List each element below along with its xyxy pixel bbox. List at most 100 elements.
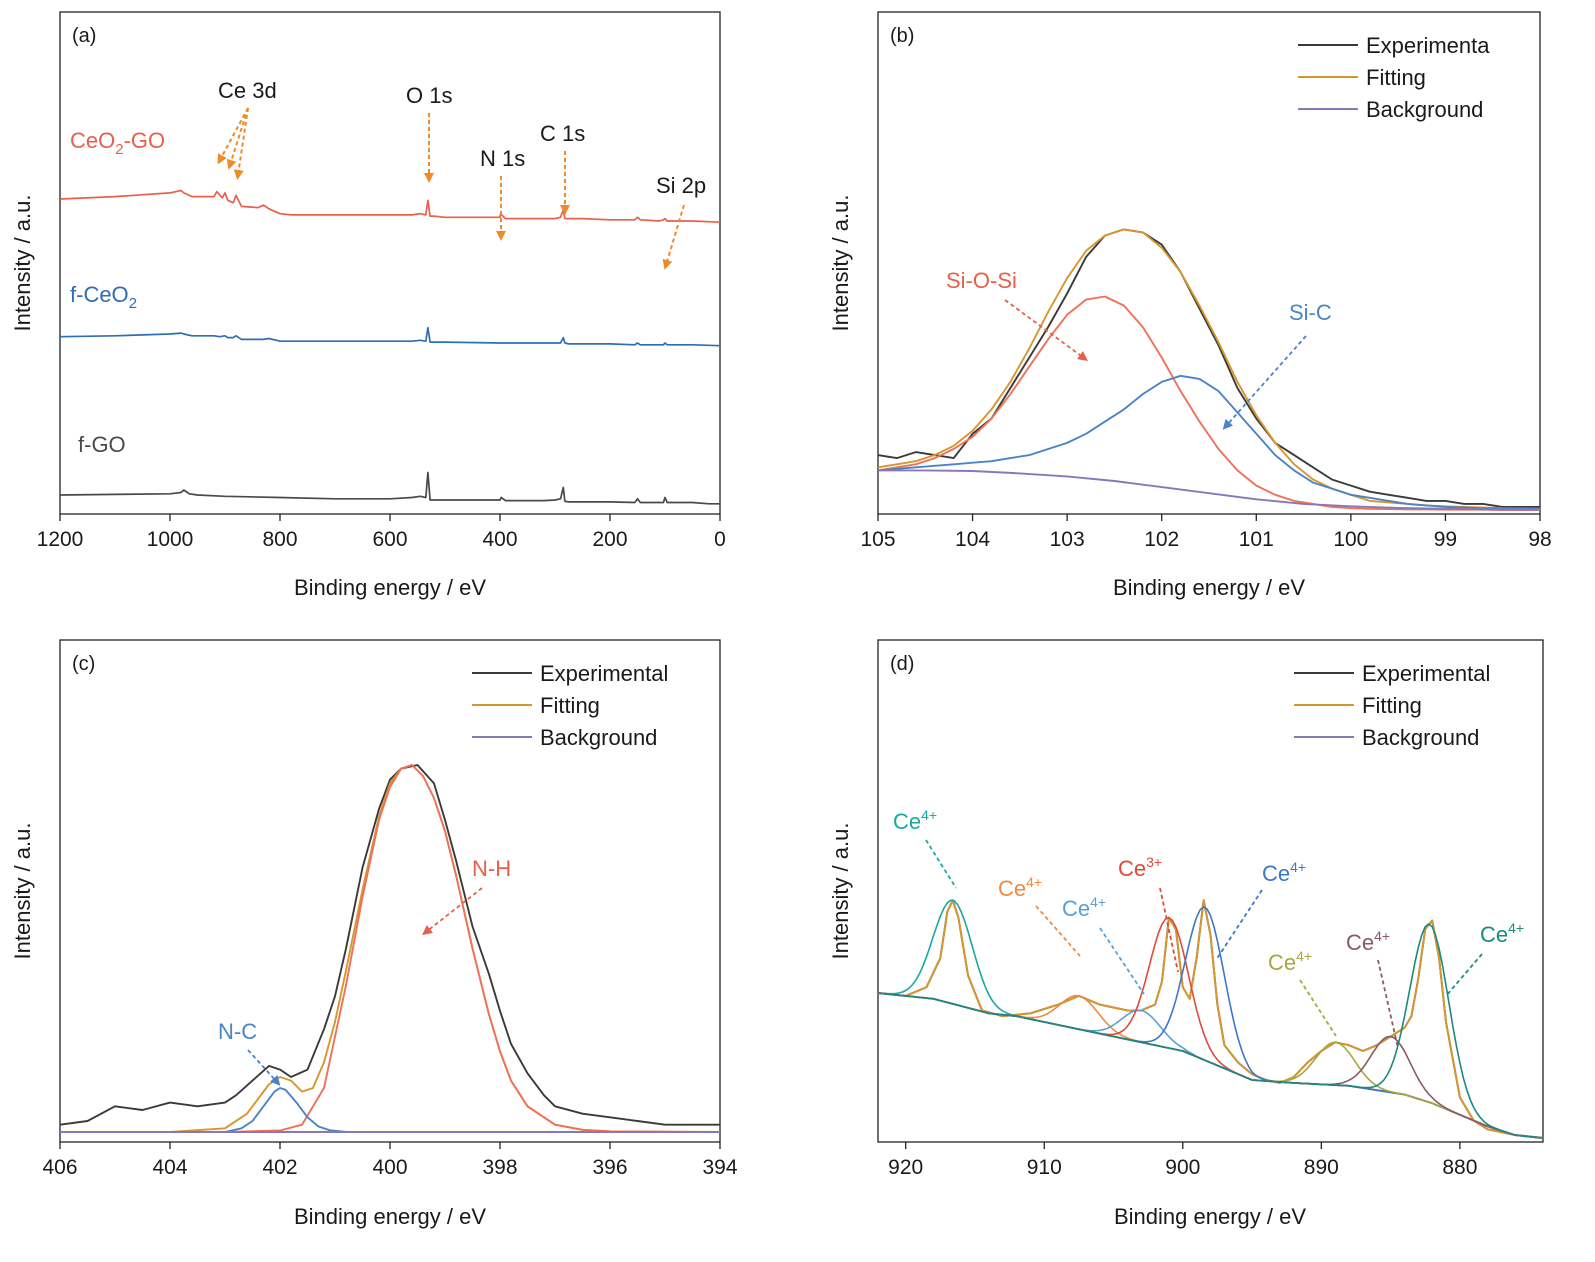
panel-c-frame [59,639,721,1143]
panel-a-x-ticks: 1200 1000 800 600 400 200 0 [37,514,726,551]
legend-b-label-background: Background [1366,97,1483,122]
series-line-background [877,992,1544,1139]
x-tick-label: 105 [860,528,895,551]
panel-c-ylabel: Intensity / a.u. [10,823,35,960]
legend-c-label-background: Background [540,725,657,750]
legend-b: Experimenta Fitting Background [1298,33,1490,122]
x-tick-label: 920 [888,1156,923,1179]
arrow-ce4-7 [1445,953,1483,997]
legend-c-label-fitting: Fitting [540,693,600,718]
panel-a: 1200 1000 800 600 400 200 0 (a) Intensity / a.… [10,11,726,600]
panel-d-frame [877,639,1544,1143]
arrow-ce-3d-3 [233,107,249,180]
annotation-ce4-3: Ce4+ [1062,894,1106,921]
series-line-n-h [60,764,721,1133]
annotation-n-c: N-C [218,1019,257,1044]
arrow-ce-3d-2 [226,107,249,170]
panel-d-ylabel: Intensity / a.u. [828,823,853,960]
peak-component-8 [877,923,1544,1139]
panel-a-series [59,189,721,505]
x-tick-label: 1200 [37,528,84,551]
peak-component-2 [877,992,1544,1139]
legend-c: Experimental Fitting Background [472,661,668,750]
x-tick-label: 98 [1528,528,1551,551]
arrow-ce-3d-1 [217,107,249,165]
panel-c-series [59,764,721,1133]
x-tick-label: 402 [262,1156,297,1179]
legend-d: Experimental Fitting Background [1294,661,1490,750]
annotation-ce3: Ce3+ [1118,854,1162,881]
x-tick-label: 100 [1333,528,1368,551]
panel-d-xlabel: Binding energy / eV [1114,1204,1306,1229]
annotation-ce4-2: Ce4+ [998,874,1042,901]
panel-b: 105 104 103 102 101 100 99 98 (b) Intensity / a… [828,11,1552,600]
annotation-si-2p: Si 2p [656,173,706,198]
series-line-fitting [877,899,1544,1139]
peak-component-3 [877,992,1544,1139]
panel-d: 920 910 900 890 880 (d) Intensity / a.u. Bin… [828,639,1544,1229]
annotation-si-c: Si-C [1289,300,1332,325]
panel-a-frame [59,11,721,515]
x-tick-label: 890 [1304,1156,1339,1179]
x-tick-label: 400 [372,1156,407,1179]
panel-b-xlabel: Binding energy / eV [1113,575,1305,600]
legend-c-label-experimental: Experimental [540,661,668,686]
legend-d-label-fitting: Fitting [1362,693,1422,718]
peak-component-6 [877,992,1544,1139]
arrow-n-h [422,887,483,936]
x-tick-label: 600 [372,528,407,551]
arrow-ce4-6 [1377,959,1399,1049]
peak-component-4 [877,916,1544,1139]
series-line-background [878,469,1541,511]
x-tick-label: 910 [1027,1156,1062,1179]
x-tick-label: 400 [482,528,517,551]
x-tick-label: 0 [714,528,726,551]
series-line-f-ceo- [59,326,721,347]
panel-d-series [877,899,1544,1139]
panel-b-label: (b) [890,25,914,47]
legend-d-label-background: Background [1362,725,1479,750]
annotation-si-o-si: Si-O-Si [946,268,1017,293]
annotation-ce4-6: Ce4+ [1346,928,1390,955]
annotation-ce4-1: Ce4+ [893,807,937,834]
panel-d-annotations: Ce4+ Ce4+ Ce4+ Ce3+ Ce4+ Ce4+ Ce4+ Ce4+ [893,807,1524,1049]
annotation-n-1s: N 1s [480,146,525,171]
annotation-ce4-4: Ce4+ [1262,859,1306,886]
x-tick-label: 101 [1239,528,1274,551]
series-line-f-go [59,471,720,505]
series-line-si-c [877,374,1541,511]
arrow-si-c [1222,335,1307,430]
x-tick-label: 104 [955,528,990,551]
panel-c: 406 404 402 400 398 396 394 (c) Intensity / a.… [10,639,738,1229]
series-label-f-go: f-GO [78,432,126,457]
series-line-ceo-go [59,189,721,224]
arrow-ce4-3 [1099,927,1145,995]
x-tick-label: 900 [1165,1156,1200,1179]
x-tick-label: 404 [152,1156,187,1179]
arrow-ce3 [1159,887,1179,973]
panel-b-series [877,228,1541,511]
x-tick-label: 99 [1434,528,1457,551]
series-label-ceo2-go: CeO2-GO [70,128,165,158]
peak-component-7 [877,992,1544,1139]
x-tick-label: 406 [42,1156,77,1179]
annotation-c-1s: C 1s [540,121,585,146]
arrow-ce4-4 [1215,889,1263,961]
x-tick-label: 398 [482,1156,517,1179]
panel-c-xlabel: Binding energy / eV [294,1204,486,1229]
legend-b-label-experimental: Experimenta [1366,33,1490,58]
x-tick-label: 880 [1442,1156,1477,1179]
x-tick-label: 200 [592,528,627,551]
series-line-n-c [60,1087,720,1133]
panel-a-label: (a) [72,25,96,47]
arrow-ce4-1 [925,839,957,889]
panel-a-xlabel: Binding energy / eV [294,575,486,600]
series-line-fitting [60,764,720,1133]
annotation-ce4-5: Ce4+ [1268,948,1312,975]
x-tick-label: 800 [262,528,297,551]
panel-b-x-ticks: 105 104 103 102 101 100 99 98 [860,514,1552,551]
arrow-ce4-5 [1299,979,1337,1037]
panel-b-ylabel: Intensity / a.u. [828,195,853,332]
legend-d-label-experimental: Experimental [1362,661,1490,686]
